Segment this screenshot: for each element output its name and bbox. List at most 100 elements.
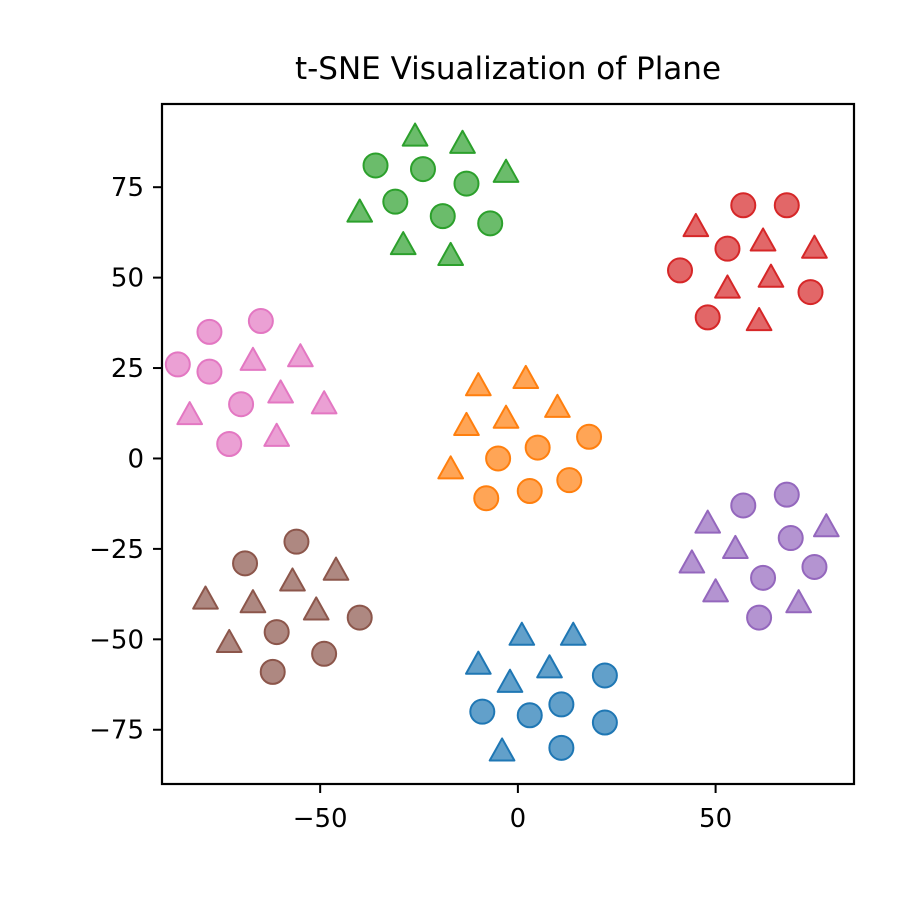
y-tick-label: −50 (89, 625, 144, 655)
scatter-point-circle (232, 550, 259, 577)
scatter-point-circle (346, 604, 373, 631)
scatter-point-circle (259, 658, 286, 685)
scatter-point-circle (548, 691, 575, 718)
scatter-point-triangle (239, 346, 267, 371)
scatter-point-circle (730, 192, 757, 219)
scatter-point-triangle (536, 654, 563, 679)
scatter-point-circle (694, 304, 721, 331)
scatter-point-triangle (492, 158, 520, 183)
scatter-point-circle (516, 702, 543, 729)
scatter-point-circle (469, 698, 496, 725)
plot-frame (160, 102, 856, 786)
scatter-point-triangle (785, 589, 812, 614)
scatter-point-triangle (401, 122, 429, 147)
scatter-point-triangle (437, 455, 465, 480)
scatter-point-triangle (757, 263, 785, 288)
y-tick-label: −75 (89, 716, 144, 746)
scatter-point-triangle (279, 567, 306, 592)
scatter-point-triangle (496, 668, 524, 693)
scatter-point-circle (801, 553, 828, 580)
scatter-point-circle (164, 351, 191, 378)
scatter-point-triangle (239, 589, 267, 614)
scatter-points (164, 122, 840, 762)
scatter-point-triangle (512, 364, 540, 389)
scatter-point-circle (548, 734, 575, 761)
scatter-point-circle (247, 308, 274, 335)
y-tick-label: 75 (111, 173, 144, 203)
scatter-point-circle (516, 478, 543, 505)
scatter-point-circle (477, 210, 504, 237)
scatter-point-circle (311, 640, 338, 667)
scatter-point-triangle (437, 241, 465, 267)
scatter-point-triangle (702, 578, 729, 603)
scatter-point-circle (429, 203, 456, 230)
scatter-point-triangle (492, 404, 520, 429)
scatter-point-triangle (508, 621, 536, 646)
scatter-point-circle (473, 485, 500, 512)
scatter-point-triangle (453, 411, 480, 437)
scatter-point-triangle (714, 274, 741, 299)
y-tick-label: 50 (111, 264, 144, 294)
scatter-point-triangle (464, 650, 492, 675)
scatter-point-circle (730, 492, 757, 519)
scatter-point-circle (453, 170, 480, 197)
scatter-point-triangle (302, 596, 330, 621)
scatter-point-triangle (464, 372, 492, 397)
y-tick-label: 25 (111, 354, 144, 384)
scatter-point-circle (797, 279, 824, 306)
scatter-point-triangle (449, 129, 476, 154)
scatter-point-circle (750, 564, 777, 591)
scatter-point-circle (228, 391, 255, 418)
scatter-point-triangle (346, 198, 374, 223)
chart-title: t-SNE Visualization of Plane (295, 51, 721, 87)
y-axis-ticks: 75 50 25 0 −25 −50 −75 (89, 173, 162, 746)
scatter-point-triangle (192, 585, 219, 610)
scatter-point-triangle (176, 401, 204, 426)
scatter-point-circle (362, 152, 389, 179)
scatter-point-triangle (310, 390, 338, 415)
scatter-point-circle (576, 423, 603, 450)
scatter-point-triangle (322, 556, 350, 581)
scatter-point-circle (714, 235, 741, 262)
x-axis-ticks: −50 0 50 (293, 784, 732, 834)
scatter-point-triangle (745, 307, 773, 332)
scatter-point-circle (409, 156, 436, 183)
x-tick-label: 50 (699, 804, 732, 834)
scatter-point-triangle (389, 231, 417, 256)
scatter-point-triangle (559, 621, 587, 646)
scatter-point-circle (382, 188, 409, 215)
scatter-point-triangle (812, 513, 840, 538)
scatter-point-triangle (287, 343, 314, 368)
scatter-point-triangle (544, 393, 571, 418)
x-tick-label: −50 (293, 804, 348, 834)
scatter-point-circle (196, 318, 223, 345)
scatter-point-circle (591, 709, 618, 736)
scatter-point-triangle (682, 212, 710, 238)
scatter-point-triangle (215, 628, 243, 654)
scatter-point-circle (777, 525, 804, 552)
scatter-point-triangle (722, 534, 749, 559)
scatter-point-circle (485, 445, 512, 472)
scatter-point-circle (667, 257, 694, 284)
x-tick-label: 0 (510, 804, 527, 834)
scatter-point-triangle (678, 549, 706, 574)
scatter-point-triangle (749, 227, 777, 252)
y-tick-label: −25 (89, 535, 144, 565)
scatter-point-circle (196, 358, 223, 385)
scatter-point-triangle (801, 234, 828, 259)
scatter-point-circle (263, 619, 290, 646)
scatter-point-triangle (694, 509, 722, 534)
scatter-point-triangle (488, 737, 516, 762)
scatter-point-circle (556, 467, 583, 494)
scatter-point-circle (591, 662, 618, 689)
scatter-point-circle (773, 192, 800, 219)
scatter-point-triangle (263, 422, 291, 447)
y-tick-label: 0 (127, 444, 144, 474)
scatter-point-circle (773, 481, 800, 508)
scatter-point-triangle (267, 379, 294, 404)
scatter-point-circle (746, 604, 773, 631)
scatter-point-circle (283, 528, 310, 555)
scatter-point-circle (216, 431, 243, 457)
